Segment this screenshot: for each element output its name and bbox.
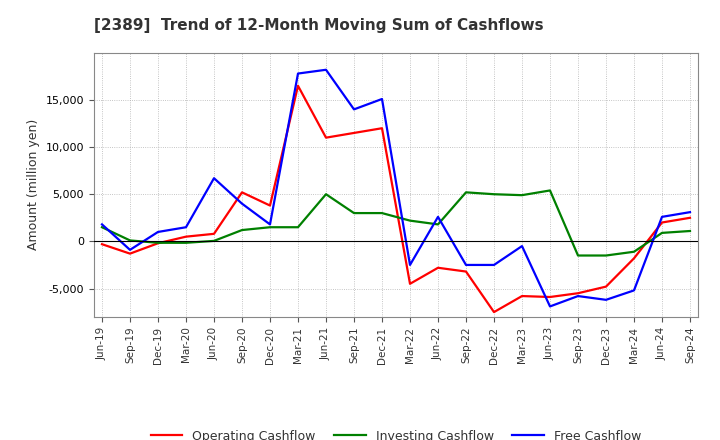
Free Cashflow — [490, 262, 498, 268]
Investing Cashflow — [126, 238, 135, 243]
Free Cashflow — [602, 297, 611, 302]
Operating Cashflow — [630, 256, 639, 261]
Investing Cashflow — [378, 210, 387, 216]
Operating Cashflow — [574, 290, 582, 296]
Investing Cashflow — [546, 188, 554, 193]
Free Cashflow — [518, 243, 526, 249]
Operating Cashflow — [546, 294, 554, 300]
Operating Cashflow — [405, 281, 414, 286]
Investing Cashflow — [210, 238, 218, 243]
Operating Cashflow — [266, 203, 274, 208]
Investing Cashflow — [181, 240, 190, 246]
Operating Cashflow — [602, 284, 611, 289]
Text: [2389]  Trend of 12-Month Moving Sum of Cashflows: [2389] Trend of 12-Month Moving Sum of C… — [94, 18, 543, 33]
Free Cashflow — [181, 224, 190, 230]
Free Cashflow — [322, 67, 330, 73]
Free Cashflow — [350, 107, 359, 112]
Free Cashflow — [153, 229, 162, 235]
Investing Cashflow — [350, 210, 359, 216]
Investing Cashflow — [602, 253, 611, 258]
Investing Cashflow — [574, 253, 582, 258]
Investing Cashflow — [518, 193, 526, 198]
Free Cashflow — [378, 96, 387, 102]
Operating Cashflow — [98, 242, 107, 247]
Investing Cashflow — [657, 230, 666, 235]
Operating Cashflow — [322, 135, 330, 140]
Free Cashflow — [405, 262, 414, 268]
Operating Cashflow — [433, 265, 442, 271]
Line: Free Cashflow: Free Cashflow — [102, 70, 690, 306]
Free Cashflow — [294, 71, 302, 76]
Investing Cashflow — [433, 222, 442, 227]
Investing Cashflow — [238, 227, 246, 233]
Free Cashflow — [126, 247, 135, 253]
Operating Cashflow — [518, 293, 526, 299]
Operating Cashflow — [238, 190, 246, 195]
Investing Cashflow — [462, 190, 470, 195]
Investing Cashflow — [405, 218, 414, 223]
Operating Cashflow — [126, 251, 135, 256]
Operating Cashflow — [378, 125, 387, 131]
Free Cashflow — [546, 304, 554, 309]
Free Cashflow — [238, 201, 246, 206]
Legend: Operating Cashflow, Investing Cashflow, Free Cashflow: Operating Cashflow, Investing Cashflow, … — [146, 425, 646, 440]
Line: Operating Cashflow: Operating Cashflow — [102, 86, 690, 312]
Operating Cashflow — [462, 269, 470, 274]
Operating Cashflow — [210, 231, 218, 236]
Free Cashflow — [210, 176, 218, 181]
Free Cashflow — [98, 222, 107, 227]
Operating Cashflow — [490, 309, 498, 315]
Investing Cashflow — [266, 224, 274, 230]
Investing Cashflow — [490, 191, 498, 197]
Operating Cashflow — [657, 220, 666, 225]
Investing Cashflow — [685, 228, 694, 234]
Operating Cashflow — [294, 83, 302, 88]
Line: Investing Cashflow: Investing Cashflow — [102, 191, 690, 256]
Free Cashflow — [630, 288, 639, 293]
Operating Cashflow — [350, 130, 359, 136]
Free Cashflow — [685, 209, 694, 215]
Free Cashflow — [657, 214, 666, 220]
Y-axis label: Amount (million yen): Amount (million yen) — [27, 119, 40, 250]
Operating Cashflow — [181, 234, 190, 239]
Free Cashflow — [462, 262, 470, 268]
Free Cashflow — [574, 293, 582, 299]
Investing Cashflow — [294, 224, 302, 230]
Free Cashflow — [433, 214, 442, 220]
Investing Cashflow — [153, 240, 162, 246]
Investing Cashflow — [98, 224, 107, 230]
Operating Cashflow — [153, 241, 162, 246]
Free Cashflow — [266, 222, 274, 227]
Investing Cashflow — [630, 249, 639, 254]
Operating Cashflow — [685, 215, 694, 220]
Investing Cashflow — [322, 191, 330, 197]
